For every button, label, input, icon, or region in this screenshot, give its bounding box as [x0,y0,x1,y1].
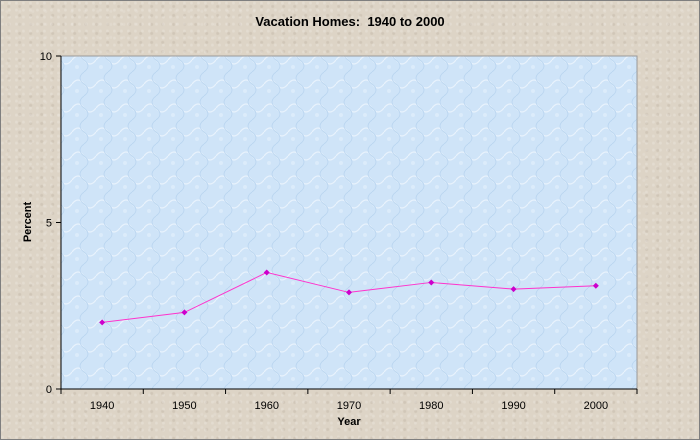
x-tick-label: 1950 [172,400,196,412]
y-tick-label: 5 [46,218,52,230]
y-tick-label: 10 [40,51,52,63]
data-point [510,286,517,293]
y-tick-label: 0 [46,384,52,396]
x-tick-label: 2000 [584,400,608,412]
data-point [263,269,270,276]
x-tick-label: 1980 [419,400,443,412]
data-point [592,282,599,289]
x-axis-label: Year [337,416,361,428]
data-point [181,309,188,316]
chart-title: Vacation Homes: 1940 to 2000 [255,14,444,29]
data-point [346,289,352,296]
data-point [99,319,106,326]
x-axis: 1940 1950 1960 1970 1980 1990 2000 [60,388,638,412]
data-point [428,279,435,286]
y-axis: 0 5 10 [40,51,62,396]
x-tick-label: 1990 [501,400,525,412]
plot-area [60,55,638,390]
y-axis-label: Percent [22,201,34,242]
data-series [99,269,599,326]
x-tick-label: 1970 [337,400,361,412]
x-tick-label: 1960 [254,400,278,412]
x-tick-label: 1940 [90,400,114,412]
